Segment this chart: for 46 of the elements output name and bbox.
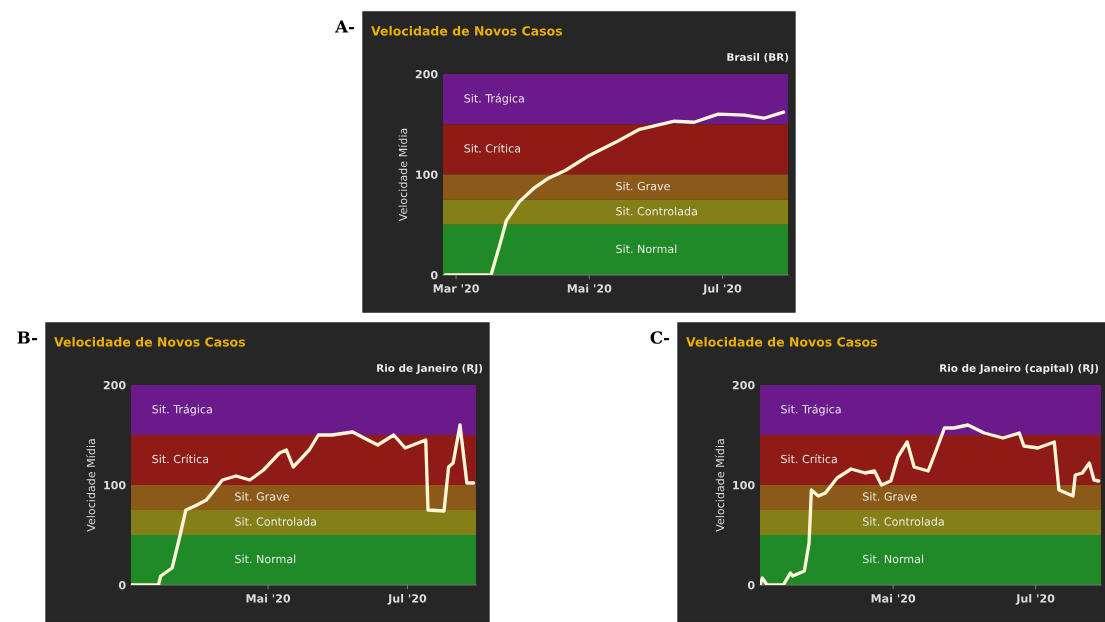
y-tick-label: 0	[430, 270, 438, 280]
y-tick-label: 0	[118, 580, 126, 590]
line-series	[131, 423, 476, 585]
band-label: Sit. Grave	[235, 492, 289, 501]
y-axis-title: Velocidade Mídia	[715, 439, 725, 532]
chart-title: Velocidade de Novos Casos	[371, 25, 563, 36]
line-series	[443, 110, 786, 275]
y-tick-label: 100	[733, 480, 755, 490]
band-label: Sit. Controlada	[863, 517, 944, 526]
chart-subtitle: Rio de Janeiro (RJ)	[377, 363, 483, 374]
x-tick-label: Jul '20	[1015, 594, 1055, 605]
y-tick-label: 200	[732, 380, 755, 390]
band-label: Sit. Trágica	[464, 93, 524, 105]
band-label: Sit. Normal	[235, 554, 296, 564]
band-label: Sit. Controlada	[235, 517, 316, 526]
x-tick-label: Jul '20	[387, 594, 427, 605]
chart-subtitle: Brasil (BR)	[727, 52, 789, 63]
y-tick-label: 100	[104, 480, 126, 490]
band-label: Sit. Crítica	[781, 454, 837, 464]
band-label: Sit. Trágica	[152, 404, 212, 416]
x-tick-label: Mar '20	[433, 284, 479, 293]
chart-title: Velocidade de Novos Casos	[54, 336, 246, 347]
band-label: Sit. Grave	[863, 492, 917, 501]
band-label: Sit. Crítica	[464, 143, 521, 153]
y-tick-label: 100	[416, 170, 438, 179]
x-tick-label: Jul '20	[702, 284, 742, 295]
band-label: Sit. Controlada	[616, 206, 697, 216]
line-series	[760, 423, 1101, 585]
x-tick-label: Mai '20	[871, 594, 916, 603]
chart-subtitle: Rio de Janeiro (capital) (RJ)	[940, 363, 1099, 375]
band-label: Sit. Trágica	[781, 404, 841, 416]
text: A-	[335, 20, 355, 33]
x-tick-label: Mai '20	[246, 594, 291, 603]
y-tick-label: 200	[415, 69, 438, 79]
band-label: Sit. Normal	[863, 554, 924, 564]
text: C-	[650, 331, 670, 344]
text: B-	[17, 331, 38, 344]
band-label: Sit. Crítica	[152, 454, 209, 464]
y-tick-label: 0	[747, 580, 755, 590]
x-tick-label: Mai '20	[567, 284, 612, 293]
y-tick-label: 200	[103, 380, 126, 390]
band-label: Sit. Grave	[616, 181, 670, 191]
band-label: Sit. Normal	[616, 244, 677, 254]
chart-title: Velocidade de Novos Casos	[686, 336, 878, 347]
y-axis-title: Velocidade Mídia	[398, 128, 408, 222]
y-axis-title: Velocidade Mídia	[86, 439, 96, 532]
